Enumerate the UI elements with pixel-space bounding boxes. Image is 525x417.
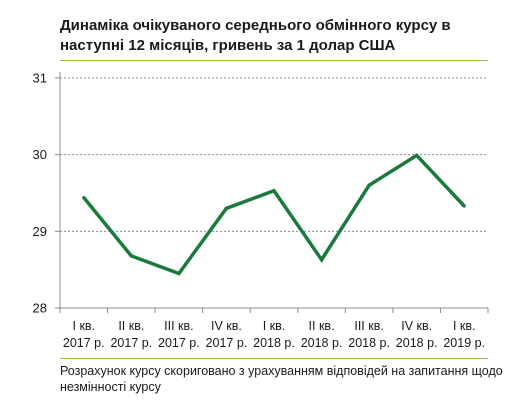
x-tick-label: II кв. 2017 р.: [110, 319, 152, 350]
y-tick-label: 30: [33, 147, 47, 162]
x-tick-label: I кв. 2019 р.: [443, 319, 485, 350]
series: [82, 153, 466, 276]
data-point: [129, 254, 133, 258]
x-tick-label: I кв. 2018 р.: [253, 319, 295, 350]
footnote-divider: [60, 358, 488, 359]
x-tick-label: II кв. 2018 р.: [301, 319, 343, 350]
data-point: [319, 258, 324, 262]
data-point: [177, 271, 181, 276]
y-tick-labels: 28 29 30 31: [33, 71, 47, 316]
x-tick-label: III кв. 2018 р.: [348, 319, 390, 350]
data-point: [272, 189, 276, 193]
data-point: [415, 153, 419, 158]
series-line: [82, 153, 466, 276]
gridlines: [60, 77, 488, 232]
x-tick-label: IV кв. 2018 р.: [396, 319, 438, 350]
y-tick-label: 28: [33, 301, 47, 316]
data-point: [82, 196, 86, 200]
x-tick-label: IV кв. 2017 р.: [206, 319, 248, 350]
x-tick-label: I кв. 2017 р.: [63, 319, 105, 350]
data-point: [462, 204, 466, 208]
axes: [55, 72, 489, 313]
x-tick-label: III кв. 2017 р.: [158, 319, 200, 350]
y-tick-label: 31: [33, 71, 47, 86]
y-tick-label: 29: [33, 224, 47, 239]
x-tick-labels: I кв. 2017 р.II кв. 2017 р.III кв. 2017 р.I…: [63, 319, 485, 350]
title-divider: [60, 60, 488, 61]
data-point: [367, 183, 371, 187]
footnote: Розрахунок курсу скориговано з урахуванн…: [60, 364, 503, 394]
chart-title: Динаміка очікуваного середнього обмінног…: [60, 17, 451, 54]
data-point: [224, 206, 229, 210]
